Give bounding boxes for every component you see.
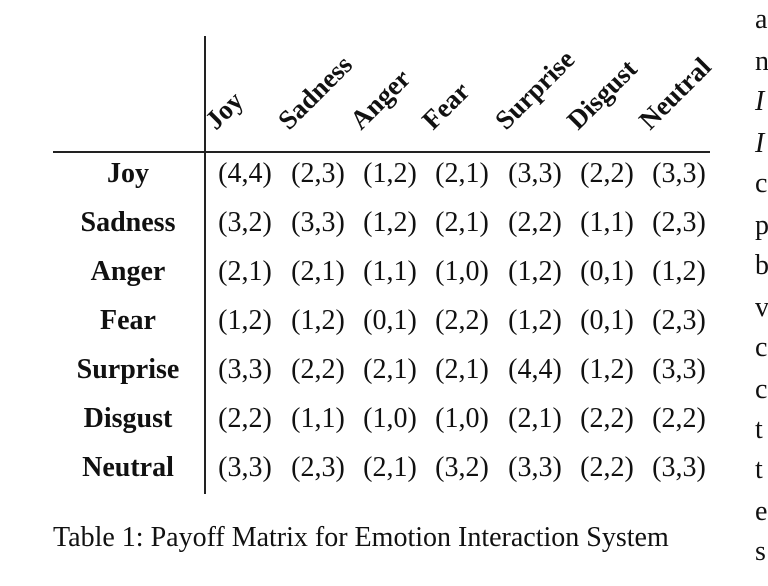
row-label-disgust: Disgust (83, 403, 173, 434)
side-text-fragment: b (755, 250, 768, 281)
table-caption: Table 1: Payoff Matrix for Emotion Inter… (53, 522, 669, 553)
table-cell: (3,3) (291, 207, 345, 238)
table-cell: (2,3) (652, 207, 706, 238)
row-label-sadness: Sadness (80, 207, 176, 238)
table-cell: (3,3) (652, 354, 706, 385)
side-text-fragment: s (755, 536, 766, 567)
table-cell: (2,1) (363, 354, 417, 385)
table-cell: (1,2) (580, 354, 634, 385)
side-text-fragment: e (755, 496, 768, 527)
side-text-fragment: p (755, 210, 768, 241)
table-cell: (1,2) (291, 305, 345, 336)
table-cell: (2,3) (291, 452, 345, 483)
table-cell: (2,1) (435, 158, 489, 189)
table-cell: (0,1) (580, 256, 634, 287)
table-cell: (1,2) (508, 256, 562, 287)
table-cell: (2,3) (291, 158, 345, 189)
side-text-fragment: c (755, 332, 768, 363)
table-cell: (1,1) (580, 207, 634, 238)
col-header-fear: Fear (416, 75, 476, 136)
row-label-fear: Fear (100, 305, 156, 336)
table-cell: (3,3) (508, 158, 562, 189)
side-text-fragment: n (755, 46, 768, 77)
table-cell: (2,1) (435, 207, 489, 238)
table-cell: (2,2) (218, 403, 272, 434)
table-cell: (1,0) (435, 403, 489, 434)
side-text-fragment: c (755, 168, 768, 199)
table-cell: (2,1) (435, 354, 489, 385)
table-cell: (2,1) (291, 256, 345, 287)
table-cell: (2,1) (363, 452, 417, 483)
table-cell: (2,2) (291, 354, 345, 385)
table-cell: (3,3) (652, 452, 706, 483)
side-text-fragment: v (755, 292, 768, 323)
table-cell: (2,2) (435, 305, 489, 336)
table-cell: (2,1) (508, 403, 562, 434)
table-cell: (2,2) (652, 403, 706, 434)
table-cell: (1,2) (508, 305, 562, 336)
table-cell: (1,2) (363, 158, 417, 189)
table-cell: (3,3) (652, 158, 706, 189)
row-label-joy: Joy (107, 158, 149, 189)
table-cell: (1,1) (363, 256, 417, 287)
side-text-fragment: a (755, 4, 768, 35)
table-cell: (2,2) (580, 452, 634, 483)
side-text-fragment: c (755, 374, 768, 405)
table-cell: (1,2) (218, 305, 272, 336)
table-cell: (0,1) (580, 305, 634, 336)
side-text-fragment: I (755, 128, 765, 159)
side-text-fragment: I (755, 86, 765, 117)
table-cell: (4,4) (508, 354, 562, 385)
table-cell: (1,2) (363, 207, 417, 238)
table-cell: (1,0) (363, 403, 417, 434)
table-horizontal-rule (53, 151, 710, 153)
table-cell: (3,3) (218, 452, 272, 483)
table-cell: (3,2) (218, 207, 272, 238)
table-cell: (0,1) (363, 305, 417, 336)
row-label-anger: Anger (90, 256, 166, 287)
table-cell: (1,1) (291, 403, 345, 434)
table-cell: (1,2) (652, 256, 706, 287)
table-cell: (2,3) (652, 305, 706, 336)
col-header-joy: Joy (199, 85, 249, 136)
table-cell: (3,3) (508, 452, 562, 483)
row-label-surprise: Surprise (76, 354, 180, 385)
table-cell: (2,1) (218, 256, 272, 287)
side-text-fragment: t (755, 454, 763, 485)
table-vertical-rule (204, 36, 206, 494)
table-cell: (4,4) (218, 158, 272, 189)
col-header-surprise: Surprise (489, 44, 581, 136)
table-cell: (2,2) (580, 158, 634, 189)
table-cell: (3,3) (218, 354, 272, 385)
col-header-sadness: Sadness (272, 49, 359, 136)
col-header-neutral: Neutral (633, 51, 717, 136)
table-cell: (1,0) (435, 256, 489, 287)
table-cell: (2,2) (508, 207, 562, 238)
table-cell: (2,2) (580, 403, 634, 434)
side-text-fragment: t (755, 414, 763, 445)
row-label-neutral: Neutral (82, 452, 174, 483)
table-cell: (3,2) (435, 452, 489, 483)
